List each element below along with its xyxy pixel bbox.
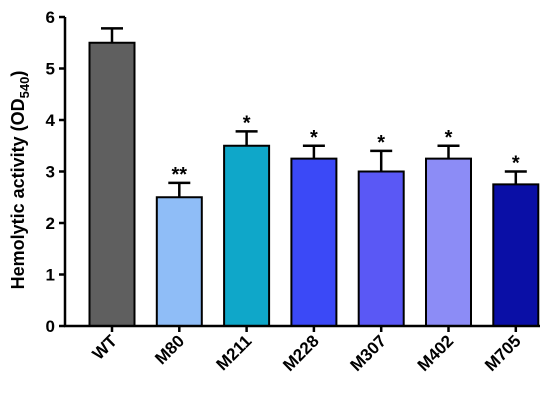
x-tick-label-M705: M705 xyxy=(481,331,525,375)
bars: **** * ** xyxy=(88,27,540,327)
x-tick-label-WT: WT xyxy=(89,331,122,364)
bar-M307 xyxy=(357,170,405,327)
significance-M80: ** xyxy=(172,164,188,186)
y-tick-label: 0 xyxy=(46,317,55,336)
y-axis-title-suffix: ) xyxy=(8,71,28,77)
x-tick-label-M228: M228 xyxy=(279,331,323,375)
y-tick-label: 6 xyxy=(46,8,55,27)
y-axis: 0 1 2 3 4 5 6 xyxy=(46,8,67,336)
bar-M228 xyxy=(290,157,338,327)
x-tick-label-M211: M211 xyxy=(213,331,256,374)
y-tick-label: 2 xyxy=(46,214,55,233)
bar-M80 xyxy=(155,196,203,327)
x-tick-label-M80: M80 xyxy=(151,331,188,368)
significance-M705: * xyxy=(512,153,520,175)
significance-M228: * xyxy=(310,127,318,149)
significance-M402: * xyxy=(445,127,453,149)
y-tick-label: 4 xyxy=(46,111,56,130)
y-axis-title-subscript: 540 xyxy=(17,77,32,99)
bar-M705 xyxy=(492,183,540,327)
bar-WT xyxy=(88,41,136,327)
x-tick-label-M307: M307 xyxy=(347,331,391,375)
bar-M211 xyxy=(223,144,271,327)
y-axis-title-main: Hemolytic activity (OD xyxy=(8,98,28,289)
x-tick-label-M402: M402 xyxy=(414,331,458,375)
significance-M307: * xyxy=(377,132,385,154)
x-axis: WT M80 M211 M228 M307 M402 M705 xyxy=(64,324,540,375)
significance-M211: * xyxy=(243,112,251,134)
y-tick-label: 5 xyxy=(46,60,55,79)
y-tick-label: 1 xyxy=(46,266,55,285)
y-axis-title: Hemolytic activity (OD540) xyxy=(8,71,32,290)
bar-M402 xyxy=(425,157,472,327)
y-tick-label: 3 xyxy=(46,163,55,182)
